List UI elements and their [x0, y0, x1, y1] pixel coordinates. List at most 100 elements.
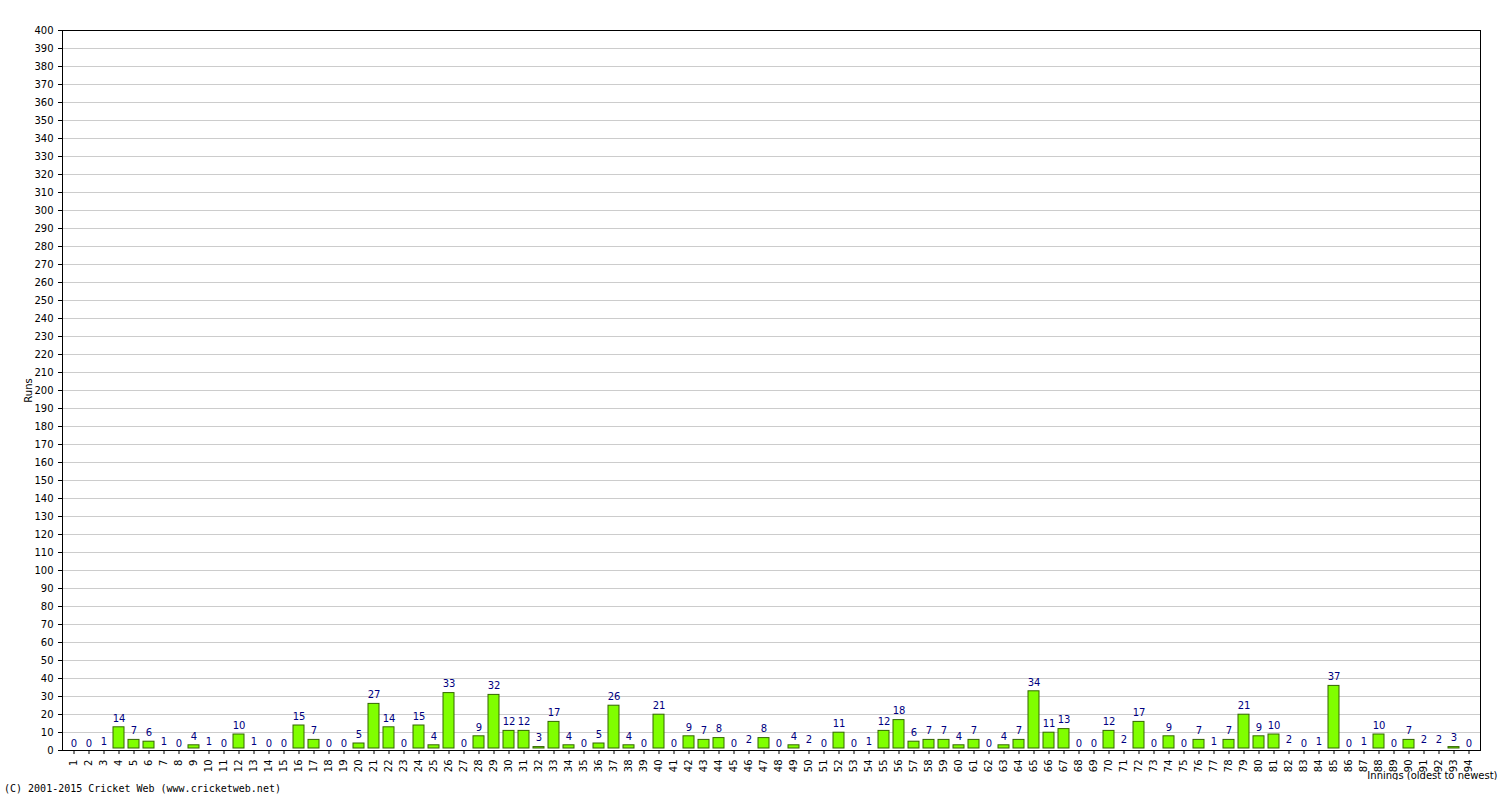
svg-text:Runs: Runs	[23, 378, 34, 402]
svg-text:63: 63	[998, 760, 1009, 773]
svg-text:28: 28	[473, 760, 484, 773]
svg-text:1: 1	[1211, 736, 1217, 747]
svg-text:9: 9	[188, 760, 199, 766]
svg-text:60: 60	[953, 760, 964, 773]
svg-text:41: 41	[668, 760, 679, 773]
svg-text:Innings (oldest to newest): Innings (oldest to newest)	[1367, 770, 1497, 781]
svg-text:13: 13	[1058, 714, 1071, 725]
svg-text:110: 110	[34, 547, 53, 558]
svg-text:14: 14	[113, 713, 126, 724]
svg-text:0: 0	[1151, 738, 1157, 749]
svg-text:22: 22	[383, 760, 394, 773]
svg-text:85: 85	[1328, 760, 1339, 773]
svg-text:34: 34	[1028, 677, 1041, 688]
svg-text:390: 390	[34, 43, 53, 54]
svg-text:43: 43	[698, 760, 709, 773]
svg-text:0: 0	[851, 738, 857, 749]
svg-text:350: 350	[34, 115, 53, 126]
svg-text:2: 2	[806, 734, 812, 745]
svg-text:0: 0	[1346, 738, 1352, 749]
svg-text:1: 1	[206, 736, 212, 747]
svg-text:9: 9	[686, 722, 692, 733]
svg-text:120: 120	[34, 529, 53, 540]
svg-text:1: 1	[1316, 736, 1322, 747]
svg-text:180: 180	[34, 421, 53, 432]
svg-text:260: 260	[34, 277, 53, 288]
svg-text:20: 20	[353, 760, 364, 773]
svg-text:0: 0	[461, 738, 467, 749]
svg-text:1: 1	[251, 736, 257, 747]
svg-text:12: 12	[503, 716, 516, 727]
svg-text:1: 1	[1361, 736, 1367, 747]
svg-text:8: 8	[761, 723, 767, 734]
svg-text:70: 70	[1103, 760, 1114, 773]
svg-text:8: 8	[173, 760, 184, 766]
svg-text:0: 0	[47, 745, 53, 756]
svg-text:71: 71	[1118, 760, 1129, 773]
svg-text:4: 4	[191, 731, 197, 742]
svg-text:5: 5	[596, 729, 602, 740]
svg-text:19: 19	[338, 760, 349, 773]
svg-text:1: 1	[866, 736, 872, 747]
svg-text:7: 7	[131, 725, 137, 736]
svg-text:49: 49	[788, 760, 799, 773]
svg-text:66: 66	[1043, 760, 1054, 773]
svg-text:38: 38	[623, 760, 634, 773]
svg-text:0: 0	[731, 738, 737, 749]
svg-text:18: 18	[893, 705, 906, 716]
svg-text:6: 6	[911, 727, 917, 738]
svg-text:0: 0	[776, 738, 782, 749]
svg-text:72: 72	[1133, 760, 1144, 773]
svg-text:21: 21	[653, 700, 666, 711]
svg-text:11: 11	[833, 718, 846, 729]
svg-text:53: 53	[848, 760, 859, 773]
svg-text:74: 74	[1163, 760, 1174, 773]
svg-text:0: 0	[71, 738, 77, 749]
svg-text:78: 78	[1223, 760, 1234, 773]
svg-text:230: 230	[34, 331, 53, 342]
svg-text:3: 3	[1451, 732, 1457, 743]
svg-text:0: 0	[1466, 738, 1472, 749]
svg-text:18: 18	[323, 760, 334, 773]
svg-text:27: 27	[368, 689, 381, 700]
svg-text:4: 4	[791, 731, 797, 742]
svg-text:0: 0	[266, 738, 272, 749]
svg-text:14: 14	[383, 713, 396, 724]
svg-text:2: 2	[746, 734, 752, 745]
svg-text:10: 10	[233, 720, 246, 731]
svg-text:9: 9	[476, 722, 482, 733]
svg-text:30: 30	[503, 760, 514, 773]
svg-text:160: 160	[34, 457, 53, 468]
svg-text:83: 83	[1298, 760, 1309, 773]
svg-text:76: 76	[1193, 760, 1204, 773]
svg-text:370: 370	[34, 79, 53, 90]
svg-text:12: 12	[518, 716, 531, 727]
svg-text:27: 27	[458, 760, 469, 773]
svg-text:90: 90	[41, 583, 54, 594]
svg-text:4: 4	[626, 731, 632, 742]
svg-text:320: 320	[34, 169, 53, 180]
svg-text:30: 30	[41, 691, 54, 702]
svg-text:310: 310	[34, 187, 53, 198]
svg-text:2: 2	[83, 760, 94, 766]
svg-text:36: 36	[593, 760, 604, 773]
svg-text:7: 7	[1406, 725, 1412, 736]
svg-text:0: 0	[401, 738, 407, 749]
svg-text:330: 330	[34, 151, 53, 162]
svg-text:10: 10	[1373, 720, 1386, 731]
svg-text:0: 0	[281, 738, 287, 749]
svg-text:200: 200	[34, 385, 53, 396]
svg-text:0: 0	[1301, 738, 1307, 749]
svg-text:130: 130	[34, 511, 53, 522]
svg-text:3: 3	[98, 760, 109, 766]
svg-text:34: 34	[563, 760, 574, 773]
svg-text:57: 57	[908, 760, 919, 773]
svg-text:26: 26	[443, 760, 454, 773]
svg-text:50: 50	[803, 760, 814, 773]
svg-text:25: 25	[428, 760, 439, 773]
svg-text:220: 220	[34, 349, 53, 360]
svg-text:47: 47	[758, 760, 769, 773]
svg-text:0: 0	[1181, 738, 1187, 749]
svg-text:6: 6	[143, 760, 154, 766]
svg-text:0: 0	[641, 738, 647, 749]
